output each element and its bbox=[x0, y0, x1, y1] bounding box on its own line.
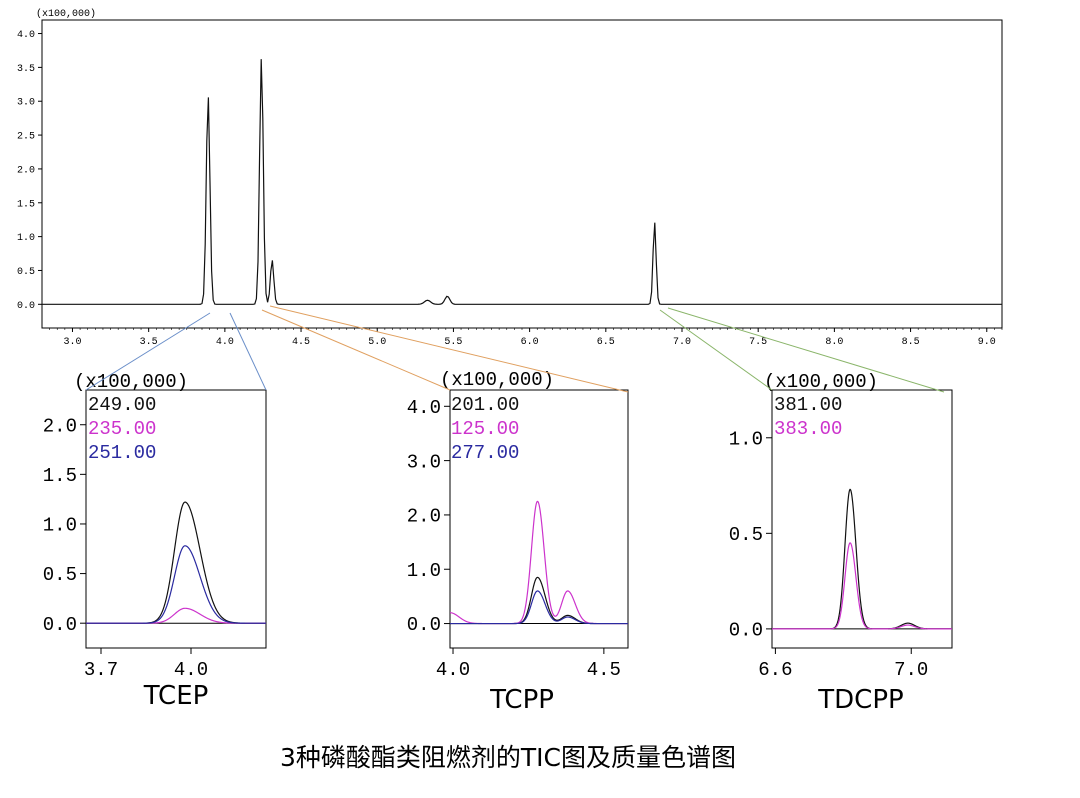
tdcpp-legend-entry: 381.00 bbox=[774, 394, 842, 416]
tic-scale-label: (x100,000) bbox=[36, 8, 96, 20]
tdcpp-legend-entry: 383.00 bbox=[774, 418, 842, 440]
zoom-connector-line bbox=[269, 305, 629, 393]
tdcpp-series-381-00 bbox=[772, 488, 952, 630]
tic-y-tick-label: 1.5 bbox=[17, 199, 35, 210]
tic-y-tick-label: 2.0 bbox=[17, 165, 35, 176]
tcpp-y-tick-label: 2.0 bbox=[407, 506, 441, 528]
tic-x-tick-label: 7.5 bbox=[749, 337, 767, 348]
tcep-y-tick-label: 2.0 bbox=[43, 415, 77, 437]
tcep-legend-entry: 249.00 bbox=[88, 394, 156, 416]
tic-x-tick-label: 7.0 bbox=[673, 337, 691, 348]
tic-x-tick-label: 4.5 bbox=[292, 337, 310, 348]
tcpp-x-tick-label: 4.5 bbox=[587, 659, 621, 681]
tic-x-tick-label: 3.5 bbox=[140, 337, 158, 348]
tcpp-y-tick-label: 3.0 bbox=[407, 451, 441, 473]
zoom-connector-line bbox=[659, 309, 773, 391]
tcpp-y-tick-label: 1.0 bbox=[407, 560, 441, 582]
tic-x-tick-label: 4.0 bbox=[216, 337, 234, 348]
zoom-connector-line bbox=[85, 312, 211, 391]
tcpp-series-125-00 bbox=[449, 500, 628, 625]
tdcpp-scale-label: (x100,000) bbox=[764, 371, 878, 393]
tcpp-frame bbox=[449, 389, 629, 649]
tcpp-x-tick-label: 4.0 bbox=[436, 659, 470, 681]
tcpp-series-277-00 bbox=[450, 590, 628, 625]
figure-caption: 3种磷酸酯类阻燃剂的TIC图及质量色谱图 bbox=[280, 743, 736, 772]
tcep-y-tick-label: 0.5 bbox=[43, 564, 77, 586]
tcep-scale-label: (x100,000) bbox=[74, 371, 188, 393]
tcep-y-tick-label: 0.0 bbox=[43, 614, 77, 636]
zoom-connector-line bbox=[261, 309, 451, 391]
zoom-connector-line bbox=[229, 312, 267, 391]
tcpp-legend-entry: 125.00 bbox=[451, 418, 519, 440]
tic-x-tick-label: 5.0 bbox=[368, 337, 386, 348]
tcpp-series-201-00 bbox=[450, 576, 628, 625]
tic-x-tick-label: 9.0 bbox=[978, 337, 996, 348]
zoom-connector-line bbox=[667, 307, 945, 393]
tcep-series-235-00 bbox=[86, 607, 266, 624]
tcep-series-249-00 bbox=[86, 501, 266, 624]
tic-x-tick-label: 8.0 bbox=[825, 337, 843, 348]
tcpp-y-tick-label: 0.0 bbox=[407, 614, 441, 636]
tic-y-tick-label: 1.0 bbox=[17, 233, 35, 244]
tic-y-tick-label: 4.0 bbox=[17, 30, 35, 41]
tdcpp-x-tick-label: 6.6 bbox=[758, 659, 792, 681]
tcpp-compound-name: TCPP bbox=[489, 685, 554, 715]
tdcpp-frame bbox=[771, 389, 953, 649]
tcep-frame bbox=[85, 389, 267, 649]
tic-x-tick-label: 3.0 bbox=[63, 337, 81, 348]
tic-y-tick-label: 0.5 bbox=[17, 267, 35, 278]
tic-x-tick-label: 6.5 bbox=[597, 337, 615, 348]
tic-trace bbox=[42, 59, 1002, 305]
tdcpp-y-tick-label: 0.0 bbox=[729, 620, 763, 642]
tic-frame bbox=[41, 19, 1003, 329]
tdcpp-y-tick-label: 0.5 bbox=[729, 524, 763, 546]
tic-x-tick-label: 5.5 bbox=[444, 337, 462, 348]
tcpp-legend-entry: 277.00 bbox=[451, 442, 519, 464]
tic-y-tick-label: 3.0 bbox=[17, 98, 35, 109]
tcpp-y-tick-label: 4.0 bbox=[407, 397, 441, 419]
tdcpp-y-tick-label: 1.0 bbox=[729, 428, 763, 450]
tcep-y-tick-label: 1.5 bbox=[43, 465, 77, 487]
tcpp-scale-label: (x100,000) bbox=[440, 369, 554, 391]
tcpp-legend-entry: 201.00 bbox=[451, 394, 519, 416]
tcep-legend-entry: 235.00 bbox=[88, 418, 156, 440]
tdcpp-compound-name: TDCPP bbox=[817, 685, 903, 715]
tcep-series-251-00 bbox=[86, 545, 266, 624]
tcep-x-tick-label: 4.0 bbox=[174, 659, 208, 681]
tcep-legend-entry: 251.00 bbox=[88, 442, 156, 464]
tcep-compound-name: TCEP bbox=[143, 681, 209, 711]
tic-y-tick-label: 3.5 bbox=[17, 64, 35, 75]
tic-x-tick-label: 6.0 bbox=[521, 337, 539, 348]
tcep-y-tick-label: 1.0 bbox=[43, 515, 77, 537]
tdcpp-x-tick-label: 7.0 bbox=[894, 659, 928, 681]
tic-y-tick-label: 0.0 bbox=[17, 301, 35, 312]
tic-y-tick-label: 2.5 bbox=[17, 132, 35, 143]
tcep-x-tick-label: 3.7 bbox=[84, 659, 118, 681]
tic-x-tick-label: 8.5 bbox=[902, 337, 920, 348]
tdcpp-series-383-00 bbox=[772, 542, 952, 630]
